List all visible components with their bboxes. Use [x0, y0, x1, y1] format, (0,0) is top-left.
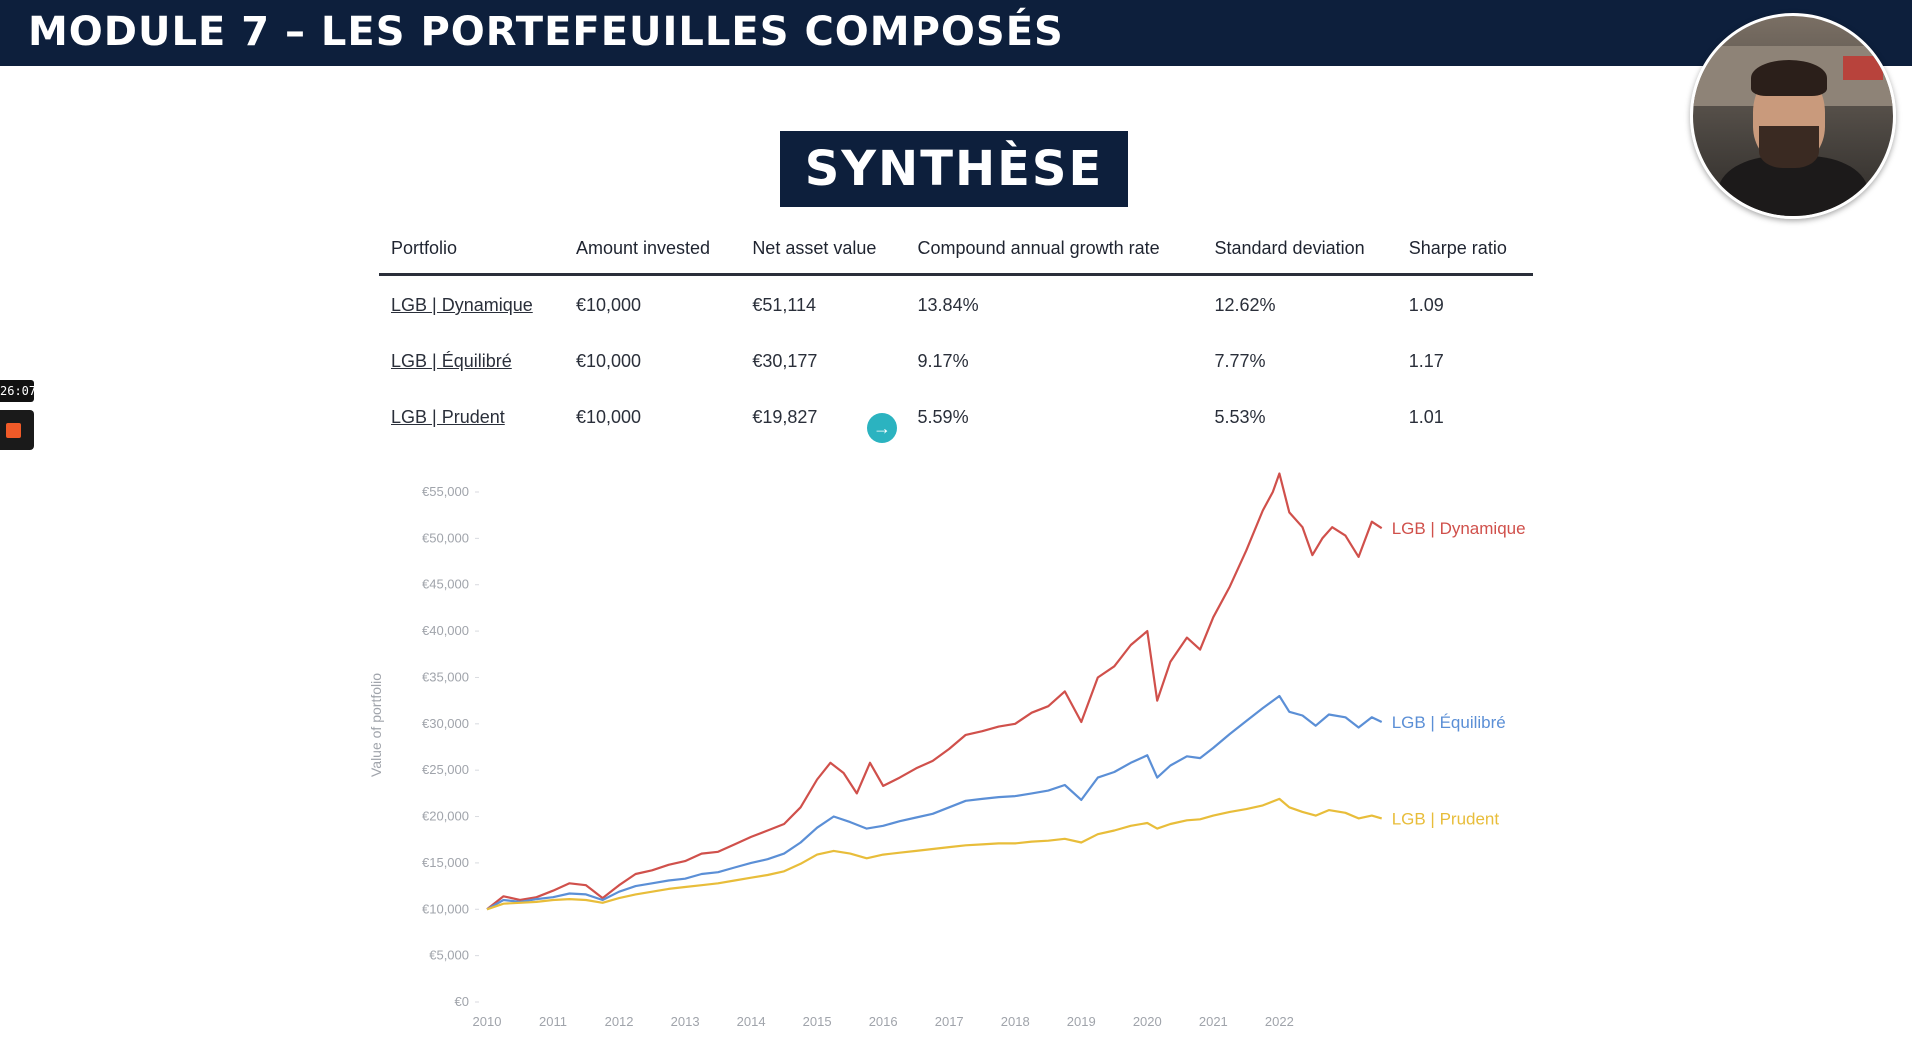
series-label: LGB | Équilibré — [1392, 713, 1506, 732]
summary-table: Portfolio Amount invested Net asset valu… — [379, 228, 1533, 444]
table-cell: €30,177 — [752, 351, 818, 371]
table-cell: 5.59% — [917, 407, 969, 427]
series-line — [486, 472, 1383, 911]
table-cell: €10,000 — [575, 295, 642, 315]
y-tick-label: €10,000 — [422, 901, 469, 916]
column-header: Sharpe ratio — [1396, 228, 1533, 276]
y-tick-label: €45,000 — [422, 577, 469, 592]
y-tick-label: €25,000 — [422, 762, 469, 777]
x-tick-label: 2022 — [1265, 1014, 1294, 1029]
table-cell: €51,114 — [752, 295, 817, 315]
x-tick-label: 2011 — [539, 1014, 567, 1029]
table-row: LGB | Dynamique €10,000 €51,114 13.84% 1… — [379, 275, 1533, 333]
table-cell: 1.01 — [1408, 407, 1444, 427]
y-tick-label: €5,000 — [429, 948, 469, 963]
table-row: LGB | Prudent €10,000 €19,827 5.59% 5.53… — [379, 388, 1533, 444]
webcam-overlay — [1690, 13, 1896, 219]
pointer-cursor-icon: → — [867, 413, 897, 443]
column-header: Compound annual growth rate — [905, 228, 1203, 276]
series-label: LGB | Prudent — [1392, 809, 1500, 828]
column-header: Net asset value — [740, 228, 906, 276]
table-cell: 9.17% — [917, 351, 969, 371]
table-cell: 1.17 — [1408, 351, 1444, 371]
series-line — [486, 797, 1382, 911]
slide-title: SYNTHÈSE — [780, 131, 1128, 207]
table-cell: €10,000 — [575, 351, 642, 371]
table-cell: 5.53% — [1214, 407, 1266, 427]
x-tick-label: 2014 — [737, 1014, 766, 1029]
y-tick-label: €30,000 — [422, 716, 469, 731]
y-tick-label: €50,000 — [422, 530, 469, 545]
x-tick-label: 2015 — [803, 1014, 832, 1029]
y-axis-label: Value of portfolio — [368, 673, 384, 777]
x-tick-label: 2020 — [1133, 1014, 1162, 1029]
y-tick-label: €35,000 — [422, 669, 469, 684]
module-title: MODULE 7 – LES PORTEFEUILLES COMPOSÉS — [28, 9, 1064, 55]
portfolio-link[interactable]: LGB | Équilibré — [391, 351, 512, 371]
y-tick-label: €15,000 — [422, 855, 469, 870]
x-tick-label: 2012 — [605, 1014, 634, 1029]
x-tick-label: 2013 — [671, 1014, 700, 1029]
table-cell: €10,000 — [575, 407, 642, 427]
series-label: LGB | Dynamique — [1392, 519, 1526, 538]
column-header: Portfolio — [379, 228, 564, 276]
stop-recording-button[interactable] — [0, 410, 34, 450]
y-tick-label: €20,000 — [422, 809, 469, 824]
x-tick-label: 2010 — [473, 1014, 502, 1029]
column-header: Amount invested — [563, 228, 741, 276]
x-tick-label: 2018 — [1001, 1014, 1030, 1029]
table-cell: 13.84% — [917, 295, 979, 315]
recording-timer: 26:07 — [0, 380, 36, 402]
x-tick-label: 2019 — [1067, 1014, 1096, 1029]
column-header: Standard deviation — [1202, 228, 1397, 276]
y-tick-label: €0 — [455, 994, 469, 1009]
table-cell: €19,827 — [752, 407, 818, 427]
y-tick-label: €55,000 — [422, 484, 469, 499]
header-bar: MODULE 7 – LES PORTEFEUILLES COMPOSÉS — [0, 0, 1912, 66]
stop-icon — [6, 423, 21, 438]
portfolio-link[interactable]: LGB | Dynamique — [391, 295, 533, 315]
y-tick-label: €40,000 — [422, 623, 469, 638]
table-cell: 7.77% — [1214, 351, 1266, 371]
x-tick-label: 2016 — [869, 1014, 898, 1029]
table-row: LGB | Équilibré €10,000 €30,177 9.17% 7.… — [379, 332, 1533, 388]
series-line — [486, 694, 1383, 911]
table-cell: 12.62% — [1214, 295, 1276, 315]
portfolio-link[interactable]: LGB | Prudent — [391, 407, 505, 427]
table-cell: 1.09 — [1408, 295, 1444, 315]
x-tick-label: 2021 — [1199, 1014, 1228, 1029]
x-tick-label: 2017 — [935, 1014, 964, 1029]
table-header-row: Portfolio Amount invested Net asset valu… — [379, 228, 1533, 276]
